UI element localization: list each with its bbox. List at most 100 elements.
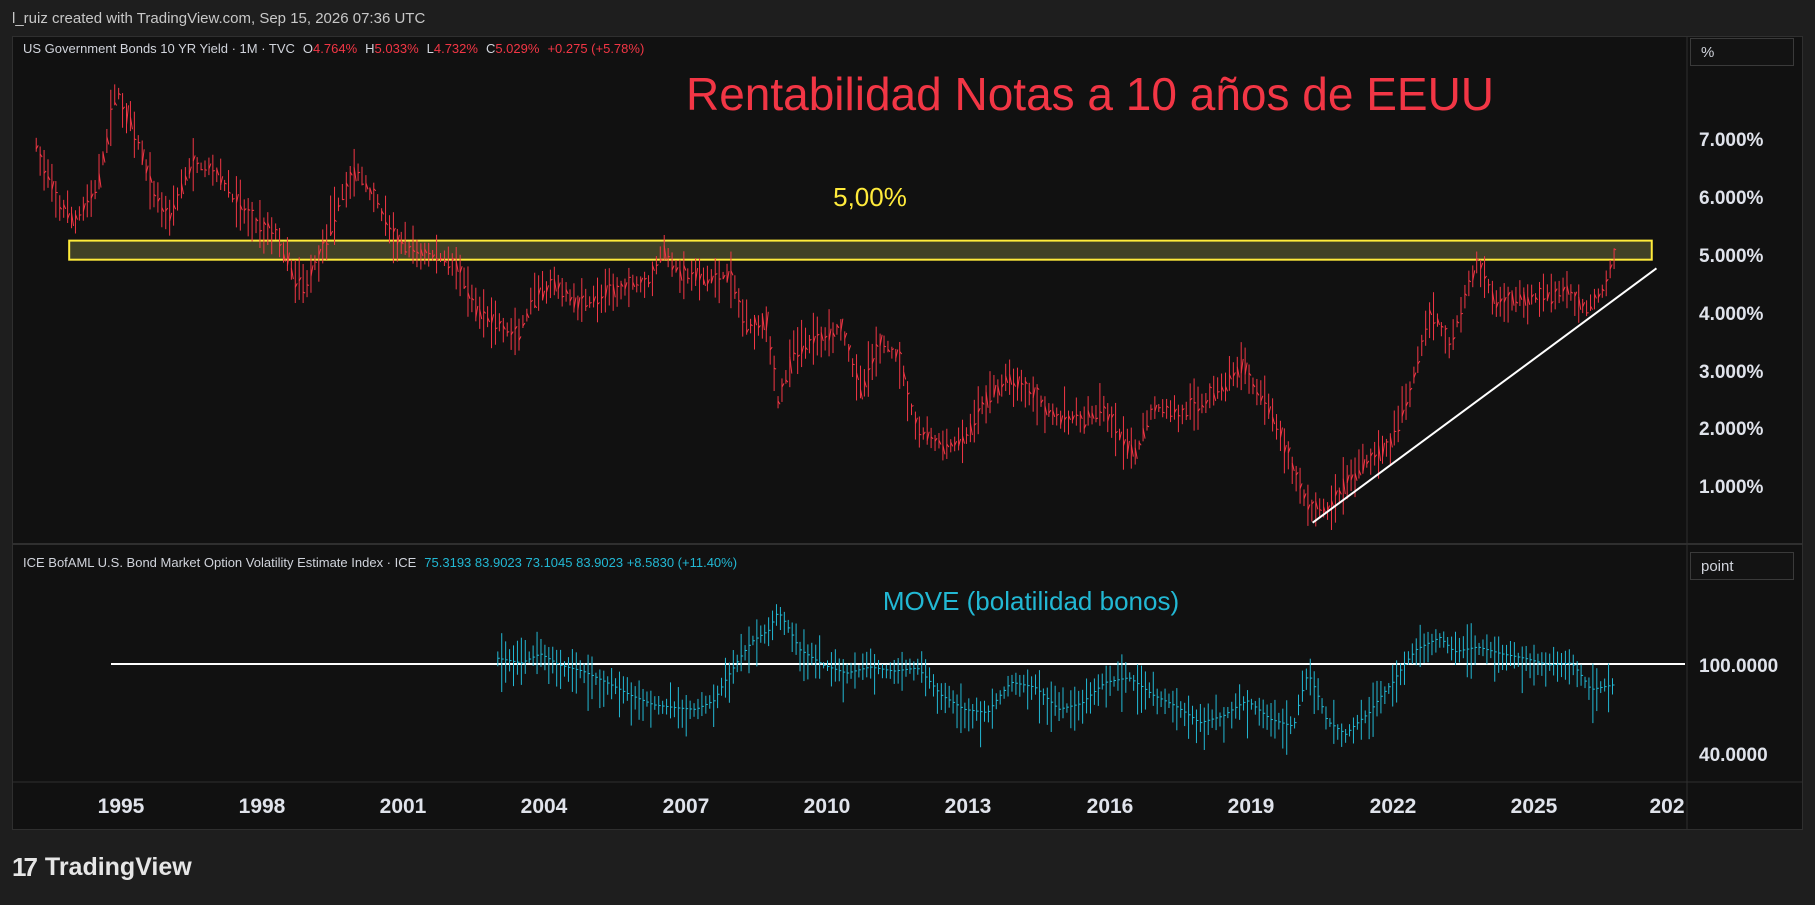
yield-plot-area[interactable] [35, 84, 1658, 530]
yield-bar-close [349, 171, 353, 176]
yield-price-axis[interactable]: 7.000% 6.000% 5.000% 4.000% 3.000% 2.000… [1699, 130, 1764, 498]
yield-bar-close [687, 277, 691, 280]
move-series[interactable] [497, 604, 1615, 755]
yield-bar-close [714, 273, 718, 276]
chart-svg[interactable]: US Government Bonds 10 YR Yield · 1M · T… [13, 37, 1802, 829]
tradingview-logo[interactable]: 17 TradingView [12, 852, 192, 882]
yield-bar-close [887, 348, 891, 353]
resistance-band[interactable] [68, 239, 1653, 261]
yield-bar-close [593, 296, 597, 303]
yield-bar-close [1056, 413, 1060, 417]
yield-bar-close [1209, 386, 1213, 389]
yield-bar-close [471, 297, 475, 301]
yield-bar-close [169, 212, 173, 221]
yield-bar-close [1452, 336, 1456, 341]
yield-bar-close [235, 194, 239, 204]
yield-bar-close [1488, 284, 1491, 286]
yield-bar-close [1593, 293, 1597, 299]
yield-bar-close [177, 194, 180, 196]
yield-bar-close [440, 257, 443, 260]
yield-bar-close [769, 346, 773, 351]
yield-bar-close [173, 204, 177, 210]
yield-bar-close [1244, 362, 1248, 375]
yield-bar-close [1279, 427, 1283, 438]
yield-bar-close [1130, 444, 1134, 457]
yield-bar-close [934, 437, 938, 442]
yield-bar-close [1409, 387, 1413, 391]
time-label: 2010 [804, 795, 851, 818]
move-plot-area[interactable] [111, 604, 1685, 755]
yield-bar-close [71, 212, 75, 227]
yield-bar-close [283, 253, 286, 262]
yield-bar-close [840, 318, 844, 332]
yield-bar-close [271, 232, 274, 235]
yield-bar-close [157, 197, 161, 202]
yield-bar-close [1590, 305, 1593, 310]
yield-bar-close [1319, 508, 1322, 511]
yield-bar-close [1303, 493, 1307, 500]
yield-bar-close [879, 334, 883, 346]
yield-bar-close [1480, 262, 1484, 270]
yield-bar-close [161, 207, 165, 212]
move-price-axis[interactable]: 100.0000 40.0000 [1699, 656, 1778, 766]
yield-bar-close [950, 442, 954, 447]
yield-bar-close [848, 345, 852, 352]
yield-bar-close [997, 385, 1001, 396]
yield-legend[interactable]: US Government Bonds 10 YR Yield · 1M · T… [23, 41, 644, 56]
move-legend[interactable]: ICE BofAML U.S. Bond Market Option Volat… [23, 555, 737, 570]
yield-bar-close [1272, 416, 1276, 425]
yield-bar-close [710, 275, 714, 284]
yield-series[interactable] [35, 84, 1617, 530]
yield-bar-close [663, 245, 667, 261]
yield-bar-close [609, 284, 612, 286]
yield-bar-close [1570, 291, 1574, 294]
yield-bar-close [656, 264, 659, 267]
yield-scale-label: % [1701, 44, 1715, 61]
yield-bar-close [377, 202, 380, 205]
yield-bar-close [518, 336, 522, 341]
yield-bar-close [828, 328, 832, 341]
yield-bar-close [679, 269, 683, 281]
chart-container[interactable]: US Government Bonds 10 YR Yield · 1M · T… [12, 36, 1803, 830]
yield-bar-close [326, 243, 329, 245]
yield-bar-close [1154, 404, 1158, 413]
time-label: 2007 [663, 795, 710, 818]
yield-bar-close [1283, 445, 1287, 454]
yield-bar-close [436, 258, 439, 261]
change-value: +0.275 (+5.78%) [547, 41, 644, 56]
yield-bar-close [871, 357, 875, 364]
yield-bar-close [1138, 442, 1142, 446]
yield-bar-close [67, 213, 71, 219]
yield-bar-close [444, 259, 447, 263]
yield-bar-close [491, 314, 495, 324]
yield-bar-close [1193, 401, 1197, 404]
l-label: L [427, 41, 434, 56]
yield-bar-close [765, 311, 769, 331]
time-axis[interactable]: 1995 1998 2001 2004 2007 2010 2013 2016 … [98, 795, 1685, 818]
yield-bar-close [310, 265, 314, 277]
yield-bar-close [1456, 320, 1460, 324]
yield-bar-close [1327, 505, 1331, 511]
yield-bar-close [1240, 358, 1244, 374]
yield-bar-close [954, 440, 958, 446]
yield-bar-close [569, 296, 573, 302]
yield-bar-close [824, 335, 828, 339]
yield-bar-close [389, 227, 392, 230]
move-scale-button[interactable]: point [1690, 552, 1794, 580]
yield-bar-close [248, 209, 251, 211]
yield-bar-close [640, 277, 644, 284]
yield-bar-close [392, 227, 396, 233]
yield-bar-close [1433, 322, 1436, 324]
yield-bar-close [1268, 406, 1272, 415]
move-price-label-100: 100.0000 [1699, 656, 1778, 677]
yield-bar-close [706, 279, 710, 285]
yield-bar-close [416, 251, 420, 254]
yield-bar-close [1052, 410, 1056, 418]
yield-bar-close [184, 175, 188, 181]
yield-bar-close [129, 116, 133, 130]
yield-scale-button[interactable]: % [1690, 38, 1794, 66]
support-trendline[interactable] [1312, 267, 1658, 524]
yield-bar-close [1225, 385, 1228, 392]
yield-bar-close [812, 335, 816, 344]
time-label: 2016 [1087, 795, 1134, 818]
